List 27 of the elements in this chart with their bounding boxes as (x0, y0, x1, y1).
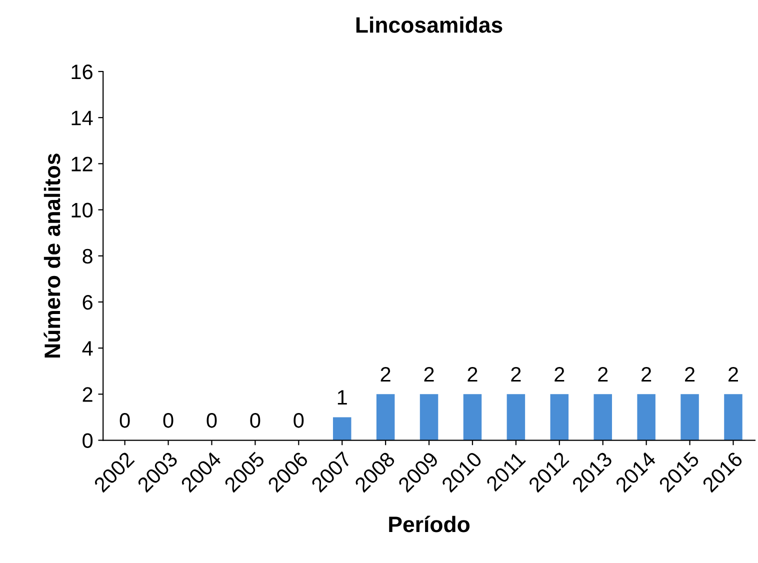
data-label: 2 (424, 366, 434, 382)
y-tick-label: 6 (82, 294, 92, 310)
data-label: 0 (163, 413, 174, 428)
chart-title: Lincosamidas (356, 16, 502, 33)
data-label: 0 (250, 413, 260, 428)
y-tick-label: 10 (72, 202, 93, 218)
data-label: 2 (642, 366, 652, 382)
y-tick-label: 16 (72, 64, 92, 80)
data-label: 0 (294, 413, 304, 428)
data-label: 0 (120, 413, 130, 428)
x-axis-title: Período (389, 516, 470, 532)
y-axis-title: Número de analitos (44, 154, 60, 358)
data-label: 2 (380, 366, 390, 382)
data-label: 2 (511, 366, 521, 382)
data-label: 1 (338, 390, 347, 405)
y-tick-label: 0 (82, 433, 93, 448)
y-tick-label: 4 (82, 341, 93, 356)
y-tick-label: 14 (72, 110, 93, 126)
data-label: 2 (554, 366, 564, 382)
y-tick-label: 12 (72, 156, 92, 172)
data-label: 2 (598, 366, 608, 382)
data-label: 2 (728, 366, 738, 382)
data-label: 2 (468, 366, 478, 382)
data-label: 2 (685, 366, 695, 382)
data-label: 0 (206, 413, 217, 428)
y-tick-label: 2 (82, 387, 92, 402)
y-tick-label: 8 (82, 248, 92, 264)
